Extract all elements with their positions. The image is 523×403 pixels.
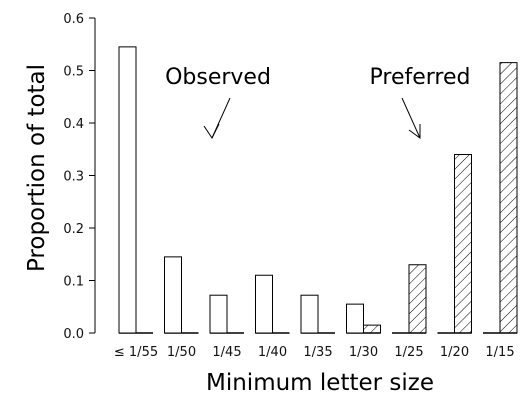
x-tick-label: 1/25 bbox=[394, 345, 423, 360]
bar-observed bbox=[300, 294, 319, 334]
annotation-observed: Observed bbox=[165, 65, 271, 90]
y-axis-title: Proportion of total bbox=[24, 64, 50, 272]
y-tick-label: 0.1 bbox=[63, 275, 84, 290]
annotation-observed-arrow bbox=[203, 97, 231, 139]
bar-observed bbox=[164, 256, 182, 334]
x-tick-label: 1/15 bbox=[485, 345, 514, 360]
bar-preferred bbox=[499, 62, 518, 334]
bar-observed bbox=[346, 303, 364, 334]
axes bbox=[89, 17, 96, 334]
y-tick-label: 0.0 bbox=[63, 327, 84, 342]
bar-observed bbox=[118, 46, 137, 334]
x-tick-label: 1/35 bbox=[303, 345, 332, 360]
bar-preferred bbox=[363, 324, 381, 334]
y-tick-label: 0.4 bbox=[63, 117, 84, 132]
bar-observed bbox=[255, 274, 273, 334]
x-tick-label: 1/40 bbox=[258, 345, 287, 360]
bar-observed bbox=[209, 294, 228, 334]
annotation-preferred: Preferred bbox=[370, 65, 471, 90]
bar-preferred bbox=[454, 154, 472, 334]
y-tick-label: 0.6 bbox=[63, 12, 84, 27]
y-tick-label: 0.2 bbox=[63, 222, 84, 237]
x-tick-label: 1/50 bbox=[167, 345, 196, 360]
x-tick-label: 1/30 bbox=[349, 345, 378, 360]
y-tick-label: 0.5 bbox=[63, 65, 84, 80]
x-tick-label: 1/45 bbox=[212, 345, 241, 360]
x-tick-label: 1/20 bbox=[440, 345, 469, 360]
tick-labels: 0.0 0.1 0.2 0.3 0.4 0.5 0.6 ≤ 1/55 1/50 1/45 1/40 1… bbox=[63, 12, 514, 360]
x-axis-title: Minimum letter size bbox=[206, 370, 434, 396]
bars bbox=[118, 46, 518, 334]
bar-preferred bbox=[408, 264, 427, 334]
y-tick-label: 0.3 bbox=[63, 170, 84, 185]
annotation-preferred-arrow bbox=[401, 97, 421, 139]
x-tick-label: ≤ 1/55 bbox=[114, 345, 158, 360]
